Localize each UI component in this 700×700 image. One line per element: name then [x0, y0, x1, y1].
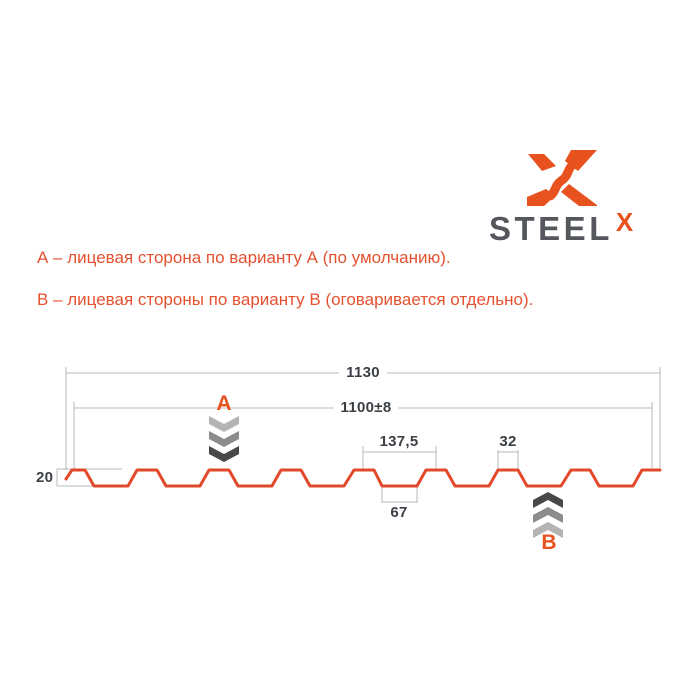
variant-b-chevrons-icon [533, 492, 563, 538]
variant-a-chevrons-icon [209, 416, 239, 462]
steelx-x-icon [527, 150, 597, 206]
variant-a-label: А [216, 392, 232, 415]
dim-label-valley-width: 67 [390, 504, 408, 521]
dimension-lines [56, 367, 661, 503]
brand-text: STEEL [489, 210, 613, 247]
brand-wordmark: STEEL X [489, 207, 634, 247]
dim-label-height: 20 [36, 469, 54, 486]
note-variant-b: В – лицевая стороны по варианту В (огова… [37, 290, 534, 309]
dim-label-overall-width: 1130 [339, 364, 387, 381]
dim-label-working-width: 1100±8 [333, 399, 399, 416]
brand-sup-x: X [615, 207, 634, 237]
variant-b-label: В [541, 531, 557, 554]
dim-label-rib-pitch: 137,5 [372, 433, 426, 450]
note-variant-a: А – лицевая сторона по варианту А (по ум… [37, 248, 451, 267]
profile-outline [64, 468, 662, 488]
dim-label-rib-top-width: 32 [492, 433, 524, 450]
